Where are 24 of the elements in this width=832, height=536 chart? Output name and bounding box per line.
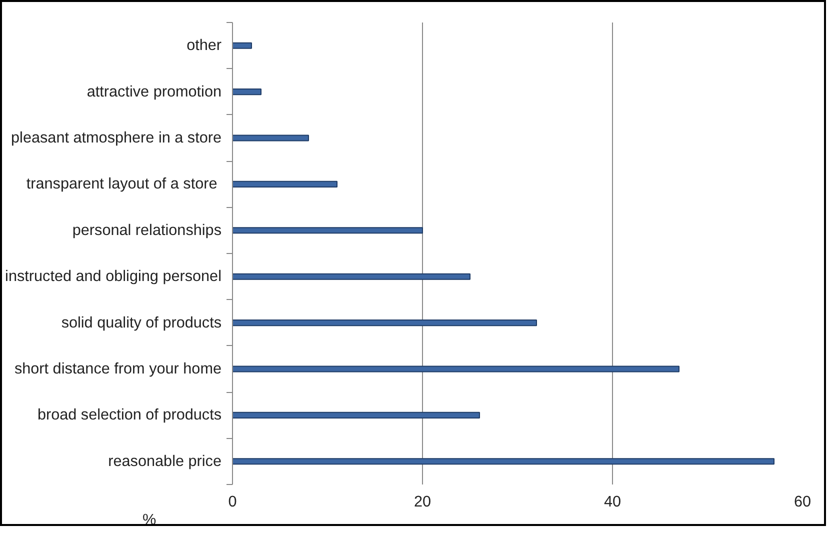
y-tick-label: reasonable price: [108, 452, 222, 470]
x-tick-label: 0: [228, 494, 237, 510]
bar: [232, 42, 252, 49]
y-tick-label: personal relationships: [72, 222, 222, 239]
y-tick-label: short distance from your home: [14, 360, 222, 378]
bar: [232, 134, 309, 142]
x-tick-label: 40: [604, 494, 622, 510]
y-tick-label: broad selection of products: [37, 406, 222, 424]
bar: [232, 320, 537, 326]
bar: [232, 88, 262, 96]
x-tick-label: 60: [794, 494, 812, 510]
y-tick-label: transparent layout of a store: [26, 176, 218, 193]
y-tick-label: pleasant atmosphere in a store: [11, 130, 222, 146]
x-tick-label: 20: [414, 494, 432, 510]
bar: [232, 412, 480, 418]
bar: [232, 366, 680, 372]
y-tick-label: instructed and obliging personel: [5, 268, 222, 286]
bar: [232, 180, 338, 188]
y-tick-label: attractive promotion: [86, 83, 222, 100]
bar: [232, 458, 774, 465]
y-tick-label: other: [186, 37, 222, 54]
y-tick-label: solid quality of products: [61, 314, 222, 332]
bar: [232, 273, 470, 280]
bar: [232, 227, 423, 234]
